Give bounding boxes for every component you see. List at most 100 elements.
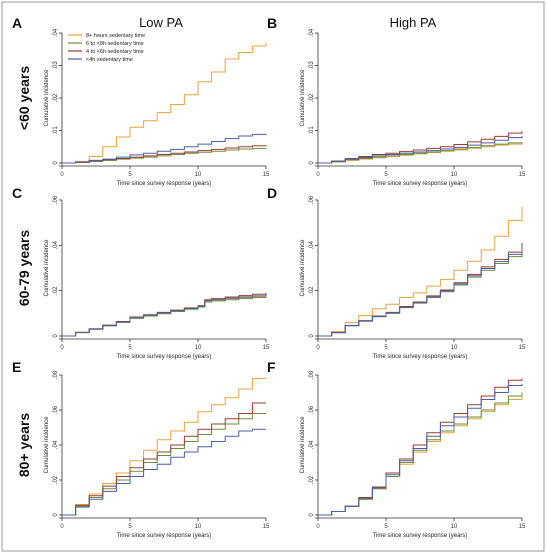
series-line-a-2 bbox=[62, 145, 267, 164]
y-tick-label-c-3: .06 bbox=[53, 195, 59, 204]
panel-c: C 0 .02 .04 .06 0 5 10 15 Time since survey respo… bbox=[12, 185, 270, 360]
x-tick-label-c-1: 5 bbox=[128, 345, 132, 351]
x-axis-label-e: Time since survey response (years) bbox=[117, 533, 212, 539]
x-tick-label-b-2: 10 bbox=[451, 172, 458, 178]
series-line-e-1 bbox=[62, 413, 266, 516]
panel-letter-c: C bbox=[12, 185, 22, 201]
y-tick-label-d-1: .02 bbox=[309, 286, 315, 295]
x-tick-label-c-3: 15 bbox=[263, 345, 270, 351]
series-line-b-3 bbox=[318, 136, 523, 164]
panel-letter-f: F bbox=[267, 359, 276, 375]
x-tick-label-d-1: 5 bbox=[384, 345, 388, 351]
y-tick-label-d-3: .06 bbox=[309, 195, 315, 204]
y-tick-label-b-4: .04 bbox=[309, 28, 315, 37]
panel-e: E 0 .02 .04 .06 .08 0 5 10 15 Time since survey re… bbox=[12, 359, 270, 539]
y-tick-label-b-3: .03 bbox=[309, 61, 315, 70]
series-line-a-0 bbox=[62, 42, 267, 164]
series-line-b-1 bbox=[318, 141, 523, 164]
y-tick-label-e-1: .02 bbox=[53, 475, 59, 484]
y-axis-label-b: Cumulative incidence bbox=[300, 69, 306, 127]
panel-a: A 0 .01 .02 .03 .04 0 5 10 15 Time since survey re… bbox=[12, 15, 270, 187]
y-axis-label-a: Cumulative incidence bbox=[44, 69, 50, 127]
x-tick-label-f-1: 5 bbox=[384, 524, 388, 530]
y-axis-label-d: Cumulative incidence bbox=[300, 239, 306, 297]
y-axis-label-c: Cumulative incidence bbox=[44, 239, 50, 297]
legend-label-a-1: 6 to <8h sedentary time bbox=[86, 41, 144, 47]
panel-b: B 0 .01 .02 .03 .04 0 5 10 15 Time since survey re… bbox=[267, 15, 526, 187]
y-tick-label-b-1: .01 bbox=[309, 126, 315, 135]
y-tick-label-a-0: 0 bbox=[53, 161, 59, 165]
y-tick-label-d-0: 0 bbox=[309, 334, 315, 338]
x-tick-label-e-1: 5 bbox=[128, 524, 132, 530]
y-axis-label-e: Cumulative incidence bbox=[44, 416, 50, 474]
y-tick-label-c-2: .04 bbox=[53, 241, 59, 250]
series-line-e-0 bbox=[62, 378, 266, 516]
y-tick-label-f-0: 0 bbox=[309, 513, 315, 517]
x-tick-label-d-2: 10 bbox=[451, 345, 458, 351]
y-tick-label-d-2: .04 bbox=[309, 241, 315, 250]
x-tick-label-d-3: 15 bbox=[519, 345, 526, 351]
y-tick-label-b-0: 0 bbox=[309, 161, 315, 165]
series-line-d-3 bbox=[318, 247, 523, 337]
chart-panels: A 0 .01 .02 .03 .04 0 5 10 15 Time since survey re… bbox=[12, 15, 526, 539]
x-tick-label-d-0: 0 bbox=[316, 345, 320, 351]
x-axis-label-b: Time since survey response (years) bbox=[373, 181, 468, 187]
legend-label-a-3: <4h sedentary time bbox=[86, 57, 133, 63]
panel-letter-b: B bbox=[267, 15, 277, 31]
x-tick-label-a-1: 5 bbox=[128, 172, 132, 178]
panel-letter-e: E bbox=[12, 359, 21, 375]
y-tick-label-a-4: .04 bbox=[53, 28, 59, 37]
x-tick-label-f-3: 15 bbox=[519, 524, 526, 530]
panel-letter-d: D bbox=[267, 185, 277, 201]
y-tick-label-f-3: .06 bbox=[309, 405, 315, 414]
y-tick-label-f-4: .08 bbox=[309, 370, 315, 379]
x-tick-label-c-2: 10 bbox=[195, 345, 202, 351]
series-line-e-2 bbox=[62, 402, 266, 516]
x-tick-label-b-3: 15 bbox=[519, 172, 526, 178]
y-tick-label-b-2: .02 bbox=[309, 93, 315, 102]
column-title-high-pa: High PA bbox=[390, 15, 437, 30]
series-line-a-3 bbox=[62, 133, 267, 164]
x-tick-label-e-2: 10 bbox=[195, 524, 202, 530]
row-title-60-79: 60-79 years bbox=[16, 230, 32, 307]
x-tick-label-f-2: 10 bbox=[451, 524, 458, 530]
y-tick-label-a-1: .01 bbox=[53, 126, 59, 135]
series-line-c-3 bbox=[62, 294, 267, 337]
x-axis-label-d: Time since survey response (years) bbox=[373, 354, 468, 360]
panel-f: F 0 .02 .04 .06 .08 0 5 10 15 Time since survey re… bbox=[267, 359, 526, 539]
y-tick-label-a-2: .02 bbox=[53, 93, 59, 102]
y-tick-label-c-1: .02 bbox=[53, 286, 59, 295]
legend-a: 8+ hours sedentary time 6 to <8h sedentar… bbox=[68, 33, 145, 63]
series-line-b-0 bbox=[318, 143, 523, 164]
panel-d: D 0 .02 .04 .06 0 5 10 15 Time since survey respo… bbox=[267, 185, 526, 360]
legend-label-a-2: 4 to <6h sedentary time bbox=[86, 49, 144, 55]
x-axis-label-c: Time since survey response (years) bbox=[117, 354, 212, 360]
series-line-e-3 bbox=[62, 428, 266, 516]
x-tick-label-b-1: 5 bbox=[384, 172, 388, 178]
y-tick-label-f-1: .02 bbox=[309, 475, 315, 484]
y-tick-label-f-2: .04 bbox=[309, 440, 315, 449]
x-tick-label-b-0: 0 bbox=[316, 172, 320, 178]
x-tick-label-a-2: 10 bbox=[195, 172, 202, 178]
y-tick-label-e-2: .04 bbox=[53, 440, 59, 449]
x-tick-label-a-3: 15 bbox=[263, 172, 270, 178]
x-tick-label-c-0: 0 bbox=[60, 345, 64, 351]
x-axis-label-f: Time since survey response (years) bbox=[373, 533, 468, 539]
y-tick-label-e-3: .06 bbox=[53, 405, 59, 414]
column-title-low-pa: Low PA bbox=[139, 15, 183, 30]
y-tick-label-c-0: 0 bbox=[53, 334, 59, 338]
x-tick-label-f-0: 0 bbox=[316, 524, 320, 530]
legend-label-a-0: 8+ hours sedentary time bbox=[86, 33, 145, 39]
series-line-f-3 bbox=[318, 383, 523, 516]
panel-letter-a: A bbox=[12, 15, 22, 31]
x-axis-label-a: Time since survey response (years) bbox=[117, 181, 212, 187]
y-axis-label-f: Cumulative incidence bbox=[300, 416, 306, 474]
row-title-80-plus: 80+ years bbox=[16, 413, 32, 477]
x-tick-label-e-0: 0 bbox=[60, 524, 64, 530]
row-title-under-60: <60 years bbox=[16, 66, 32, 130]
y-tick-label-e-0: 0 bbox=[53, 513, 59, 517]
x-tick-label-a-0: 0 bbox=[60, 172, 64, 178]
x-tick-label-e-3: 15 bbox=[263, 524, 270, 530]
